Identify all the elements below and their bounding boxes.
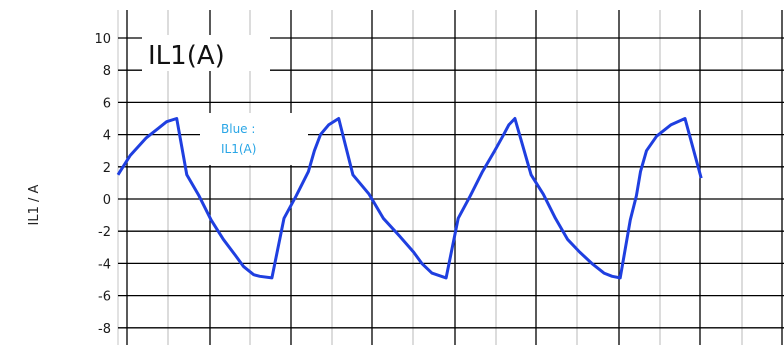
chart-title: IL1(A)	[148, 41, 225, 71]
series-line	[116, 117, 703, 280]
y-tick-label: 0	[103, 193, 111, 208]
y-tick-label: -4	[98, 257, 111, 272]
y-axis-label: IL1 / A	[27, 184, 42, 225]
annotation-background	[200, 113, 308, 165]
y-tick-label: 6	[103, 96, 111, 111]
annotation-line-1: Blue :	[221, 122, 255, 136]
y-tick-label: -2	[98, 225, 111, 240]
y-tick-label: -6	[98, 290, 111, 305]
y-tick-label: -8	[98, 322, 111, 337]
y-tick-label: 10	[94, 32, 111, 47]
y-tick-label: 2	[103, 161, 111, 176]
title-background	[142, 35, 270, 71]
series-layer	[116, 117, 703, 280]
grid	[117, 10, 784, 345]
y-axis-ticks: 10 8 6 4 2 0 -2 -4 -6 -8	[94, 32, 111, 337]
y-tick-label: 8	[103, 64, 111, 79]
y-tick-label: 4	[103, 129, 111, 144]
annotation-line-2: IL1(A)	[221, 142, 256, 156]
